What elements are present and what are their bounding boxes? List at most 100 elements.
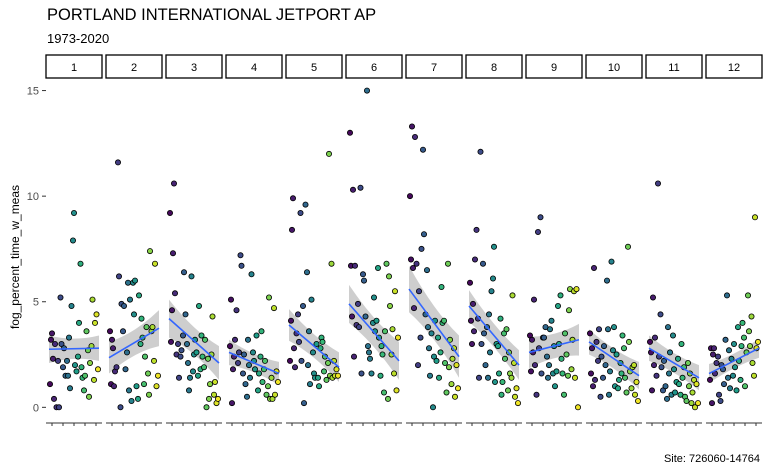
data-point bbox=[115, 159, 122, 166]
data-point bbox=[491, 378, 498, 385]
data-point bbox=[590, 383, 597, 390]
data-point bbox=[711, 345, 718, 352]
data-point bbox=[211, 378, 218, 385]
data-point bbox=[531, 296, 538, 303]
data-point bbox=[362, 313, 369, 320]
data-point bbox=[735, 324, 742, 331]
data-point bbox=[438, 283, 445, 290]
trend-line bbox=[648, 347, 700, 379]
data-point bbox=[532, 362, 539, 369]
data-point bbox=[288, 226, 295, 233]
data-point bbox=[70, 237, 77, 244]
facet-panel-3: 3 bbox=[165, 54, 223, 426]
data-point bbox=[509, 292, 516, 299]
data-point bbox=[649, 387, 656, 394]
facet-strip-label: 3 bbox=[191, 62, 197, 74]
data-point bbox=[268, 374, 275, 381]
y-tick-label: 5 bbox=[33, 297, 39, 309]
data-point bbox=[661, 357, 668, 364]
data-point bbox=[315, 383, 322, 390]
data-point bbox=[67, 385, 74, 392]
data-point bbox=[466, 279, 473, 286]
data-point bbox=[391, 288, 398, 295]
data-point bbox=[72, 362, 79, 369]
data-point bbox=[608, 258, 615, 265]
data-point bbox=[485, 311, 492, 318]
facet-panel-5: 5 bbox=[285, 54, 343, 426]
data-point bbox=[374, 264, 381, 271]
data-point bbox=[373, 317, 380, 324]
data-point bbox=[253, 332, 260, 339]
data-point bbox=[602, 362, 609, 369]
data-point bbox=[153, 383, 160, 390]
data-point bbox=[194, 372, 201, 379]
data-point bbox=[264, 383, 271, 390]
data-point bbox=[613, 351, 620, 358]
trend-line bbox=[468, 305, 520, 366]
data-point bbox=[205, 395, 212, 402]
data-point bbox=[204, 355, 211, 362]
data-point bbox=[709, 400, 716, 407]
data-point bbox=[274, 378, 281, 385]
data-point bbox=[537, 214, 544, 221]
data-point bbox=[557, 292, 564, 299]
data-point bbox=[695, 400, 702, 407]
data-point bbox=[731, 340, 738, 347]
facet-strip-label: 4 bbox=[251, 62, 257, 74]
data-point bbox=[605, 326, 612, 333]
data-point bbox=[475, 374, 482, 381]
data-point bbox=[467, 317, 474, 324]
data-point bbox=[83, 328, 90, 335]
data-point bbox=[183, 340, 190, 347]
data-point bbox=[50, 355, 57, 362]
data-point bbox=[721, 381, 728, 388]
data-point bbox=[306, 381, 313, 388]
data-point bbox=[389, 326, 396, 333]
data-point bbox=[555, 302, 562, 309]
data-point bbox=[255, 370, 262, 377]
data-point bbox=[289, 195, 296, 202]
data-point bbox=[146, 248, 153, 255]
data-point bbox=[755, 338, 762, 345]
data-point bbox=[244, 336, 251, 343]
data-point bbox=[607, 368, 614, 375]
facet-strip bbox=[285, 54, 343, 79]
data-point bbox=[715, 353, 722, 360]
data-point bbox=[588, 370, 595, 377]
data-point bbox=[615, 385, 622, 392]
data-point bbox=[381, 328, 388, 335]
data-point bbox=[552, 383, 559, 390]
data-point bbox=[633, 378, 640, 385]
data-point bbox=[365, 349, 372, 356]
data-point bbox=[189, 368, 196, 375]
data-point bbox=[47, 381, 54, 388]
data-point bbox=[199, 353, 206, 360]
y-axis-title: fog_percent_time_w_meas bbox=[8, 185, 22, 329]
data-point bbox=[124, 349, 131, 356]
data-point bbox=[151, 260, 158, 267]
data-point bbox=[290, 345, 297, 352]
data-point bbox=[286, 357, 293, 364]
data-point bbox=[561, 391, 568, 398]
data-point bbox=[415, 288, 422, 295]
data-point bbox=[497, 315, 504, 322]
data-point bbox=[444, 260, 451, 267]
data-point bbox=[56, 404, 63, 411]
data-point bbox=[664, 395, 671, 402]
data-point bbox=[251, 366, 258, 373]
data-point bbox=[616, 376, 623, 383]
data-point bbox=[320, 368, 327, 375]
data-point bbox=[334, 372, 341, 379]
data-point bbox=[171, 290, 178, 297]
data-point bbox=[650, 294, 657, 301]
data-point bbox=[203, 404, 210, 411]
data-point bbox=[138, 315, 145, 322]
data-point bbox=[494, 343, 501, 350]
data-point bbox=[393, 387, 400, 394]
data-point bbox=[408, 123, 415, 130]
y-tick-label: 10 bbox=[27, 191, 39, 203]
data-point bbox=[242, 381, 249, 388]
data-point bbox=[55, 357, 62, 364]
data-point bbox=[752, 214, 759, 221]
